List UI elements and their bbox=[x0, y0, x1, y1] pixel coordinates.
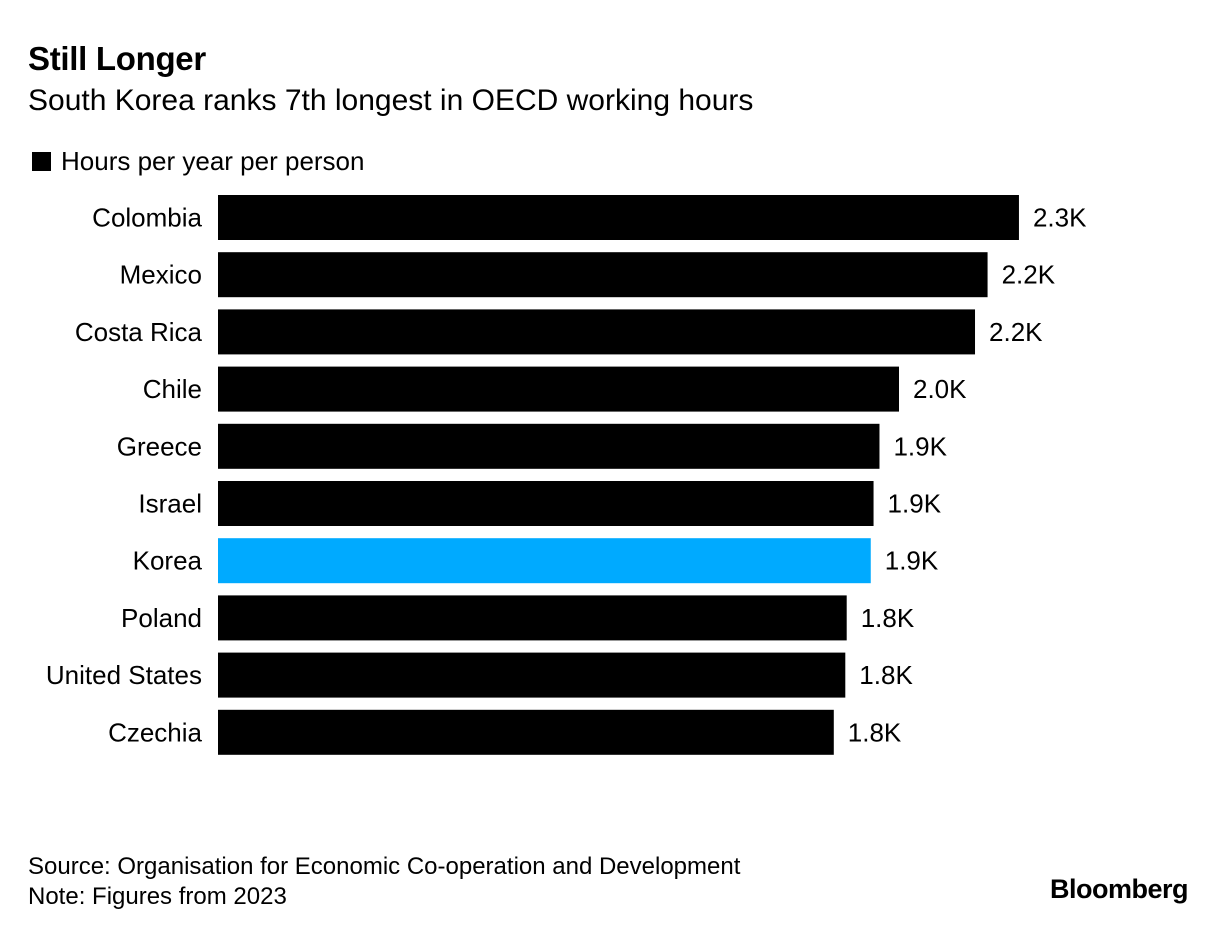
chart-title: Still Longer bbox=[28, 40, 206, 77]
category-label: Korea bbox=[133, 546, 203, 576]
category-label: Colombia bbox=[92, 203, 202, 233]
bar-chart: Colombia 2.3K Mexico 2.2K Costa Rica 2.2K Chil… bbox=[46, 195, 1087, 755]
bloomberg-logo: Bloomberg bbox=[1049, 874, 1189, 904]
value-label: 2.3K bbox=[1033, 203, 1087, 233]
value-label: 1.8K bbox=[848, 717, 902, 747]
category-label: Greece bbox=[117, 431, 202, 461]
bar-korea bbox=[218, 538, 871, 584]
value-label: 1.9K bbox=[885, 546, 939, 576]
category-label: Poland bbox=[121, 603, 202, 633]
bar-chile bbox=[218, 366, 900, 412]
bar-czechia bbox=[218, 709, 834, 755]
value-label: 1.8K bbox=[859, 660, 913, 690]
legend-label: Hours per year per person bbox=[61, 146, 365, 176]
legend: Hours per year per person bbox=[32, 146, 364, 177]
bar-mexico bbox=[218, 252, 988, 298]
category-label: Czechia bbox=[108, 717, 202, 747]
bar-costa-rica bbox=[218, 309, 976, 355]
value-label: 1.8K bbox=[861, 603, 915, 633]
bar-united-states bbox=[218, 652, 846, 698]
chart-subtitle: South Korea ranks 7th longest in OECD wo… bbox=[28, 84, 754, 117]
value-label: 1.9K bbox=[893, 431, 947, 461]
category-label: Costa Rica bbox=[75, 317, 203, 347]
bar-israel bbox=[218, 481, 874, 526]
category-label: Mexico bbox=[120, 260, 202, 290]
value-label: 2.2K bbox=[989, 317, 1043, 347]
bar-greece bbox=[218, 423, 880, 469]
value-label: 1.9K bbox=[888, 489, 942, 519]
source-block: Source: Organisation for Economic Co-ope… bbox=[28, 852, 740, 912]
category-label: United States bbox=[46, 660, 202, 690]
legend-swatch bbox=[32, 152, 51, 171]
note-text: Note: Figures from 2023 bbox=[28, 883, 287, 910]
source-text: Source: Organisation for Economic Co-ope… bbox=[28, 853, 741, 880]
bar-poland bbox=[218, 595, 847, 641]
bar-colombia bbox=[218, 195, 1019, 240]
category-label: Israel bbox=[138, 489, 202, 519]
value-label: 2.2K bbox=[1002, 260, 1056, 290]
value-label: 2.0K bbox=[913, 374, 967, 404]
category-label: Chile bbox=[143, 374, 202, 404]
